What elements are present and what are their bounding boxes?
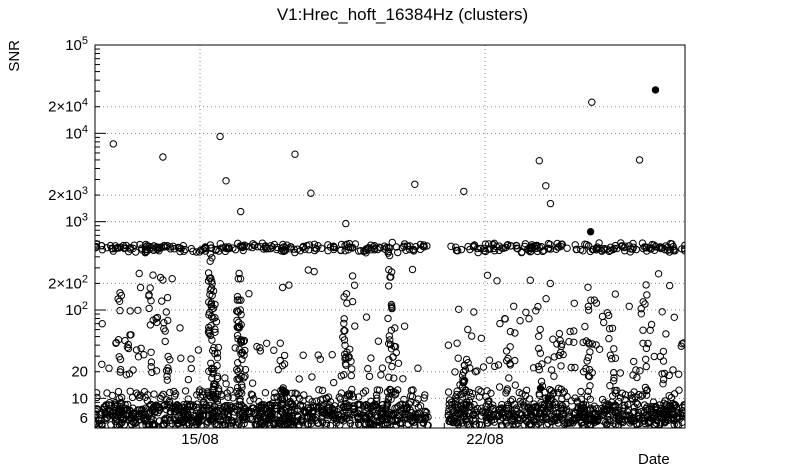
y-tick-label: 2×102 <box>48 273 88 292</box>
y-tick-label: 104 <box>65 123 88 142</box>
x-axis-title: Date <box>638 451 670 468</box>
y-tick-label: 6 <box>80 410 88 427</box>
x-tick-label: 22/08 <box>466 431 504 448</box>
y-tick-label: 105 <box>65 35 88 54</box>
y-tick-label: 103 <box>65 212 88 231</box>
y-tick-label: 20 <box>71 364 88 381</box>
y-tick-label: 2×103 <box>48 185 88 204</box>
y-tick-label: 2×104 <box>48 97 88 116</box>
chart-title: V1:Hrec_hoft_16384Hz (clusters) <box>276 5 529 24</box>
y-tick-label: 102 <box>65 300 88 319</box>
x-tick-label: 15/08 <box>181 431 219 448</box>
y-tick-label: 10 <box>71 390 88 407</box>
